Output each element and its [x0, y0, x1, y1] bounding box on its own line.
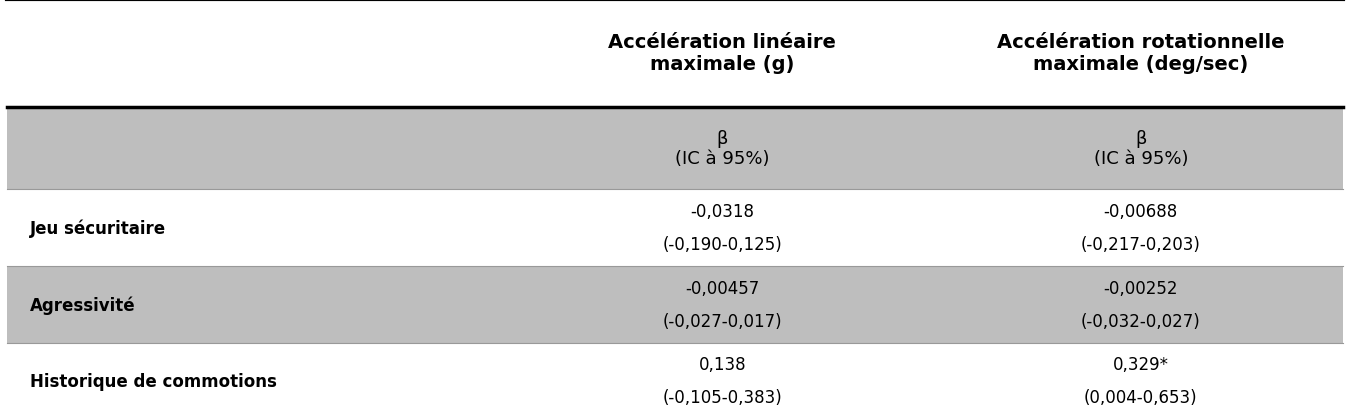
Bar	[7, 266, 1343, 343]
Text: (0,004-0,653): (0,004-0,653)	[1084, 389, 1197, 406]
Text: β
(IC à 95%): β (IC à 95%)	[675, 129, 769, 168]
Text: Historique de commotions: Historique de commotions	[30, 372, 277, 390]
Text: (-0,217-0,203): (-0,217-0,203)	[1081, 236, 1200, 254]
Text: -0,0318: -0,0318	[690, 203, 755, 221]
Text: Accélération linéaire
maximale (g): Accélération linéaire maximale (g)	[609, 33, 836, 74]
Bar	[7, 107, 1343, 190]
Text: Accélération rotationnelle
maximale (deg/sec): Accélération rotationnelle maximale (deg…	[998, 33, 1284, 74]
Text: Jeu sécuritaire: Jeu sécuritaire	[30, 219, 166, 237]
Text: (-0,032-0,027): (-0,032-0,027)	[1081, 312, 1200, 330]
Text: (-0,105-0,383): (-0,105-0,383)	[663, 389, 782, 406]
Text: (-0,027-0,017): (-0,027-0,017)	[663, 312, 782, 330]
Text: -0,00688: -0,00688	[1104, 203, 1177, 221]
Text: β
(IC à 95%): β (IC à 95%)	[1094, 129, 1188, 168]
Text: (-0,190-0,125): (-0,190-0,125)	[663, 236, 782, 254]
Text: 0,329*: 0,329*	[1112, 356, 1169, 373]
Text: -0,00457: -0,00457	[684, 279, 759, 297]
Text: -0,00252: -0,00252	[1103, 279, 1179, 297]
Text: Agressivité: Agressivité	[30, 295, 135, 314]
Text: 0,138: 0,138	[698, 356, 747, 373]
